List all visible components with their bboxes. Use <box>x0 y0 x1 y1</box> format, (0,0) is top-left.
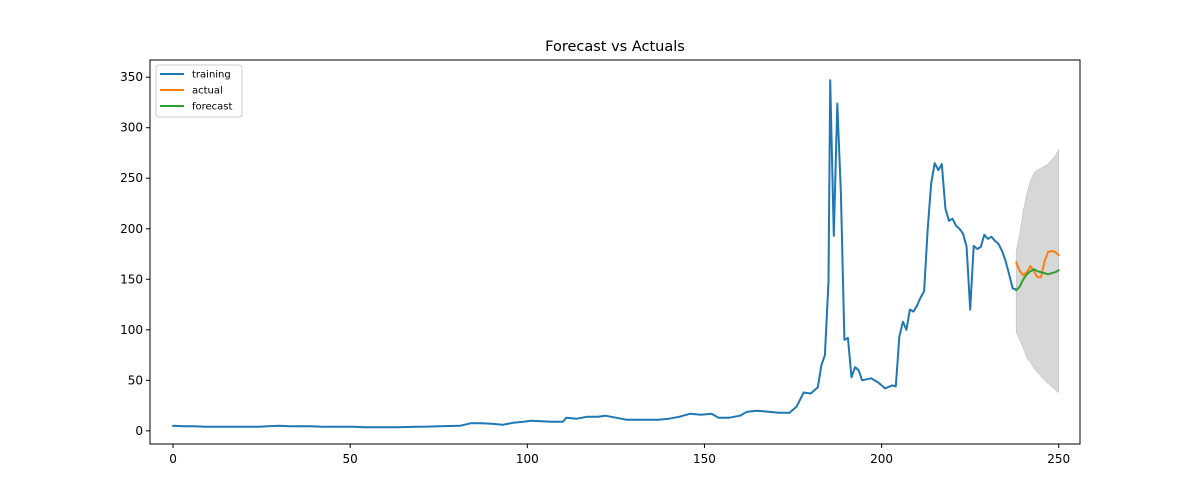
y-tick-label: 100 <box>120 323 143 337</box>
y-tick-label: 0 <box>135 424 143 438</box>
y-tick-label: 250 <box>120 171 143 185</box>
x-tick-label: 50 <box>343 452 358 466</box>
legend: training actual forecast <box>155 64 243 118</box>
series-line-training <box>172 79 1018 429</box>
y-axis: 0 50 100 150 200 250 300 350 <box>120 70 150 438</box>
x-tick-label: 250 <box>1047 452 1070 466</box>
legend-label-forecast: forecast <box>192 102 233 113</box>
legend-label-actual: actual <box>192 86 223 97</box>
y-tick-label: 300 <box>120 121 143 135</box>
x-tick-label: 200 <box>870 452 893 466</box>
y-tick-label: 200 <box>120 222 143 236</box>
y-tick-label: 150 <box>120 272 143 286</box>
series-line-forecast <box>1015 268 1060 292</box>
chart-title: Forecast vs Actuals <box>545 39 685 55</box>
plot-frame <box>149 59 1081 445</box>
x-tick-label: 0 <box>169 452 177 466</box>
series-line-actual <box>1015 250 1060 279</box>
x-tick-label: 100 <box>516 452 539 466</box>
y-tick-label: 350 <box>120 70 143 84</box>
legend-box <box>155 64 243 118</box>
series-layer <box>172 79 1060 429</box>
legend-label-training: training <box>192 70 231 81</box>
x-tick-label: 150 <box>693 452 716 466</box>
y-tick-label: 50 <box>128 373 143 387</box>
x-axis: 0 50 100 150 200 250 <box>169 444 1070 466</box>
